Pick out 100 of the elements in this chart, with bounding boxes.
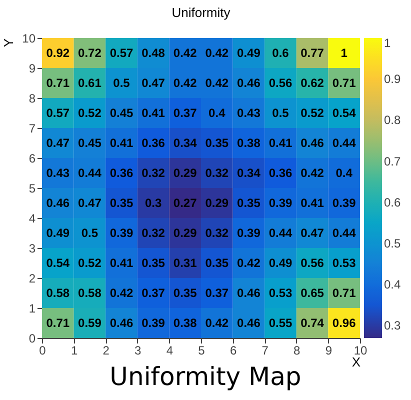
data-label: 0.42 <box>237 256 261 270</box>
data-label: 0.46 <box>110 316 134 330</box>
x-tick-label: 4 <box>166 344 174 358</box>
color-bar-label: 0.5 <box>384 236 402 250</box>
data-label: 0.53 <box>332 256 356 270</box>
data-label: 0.47 <box>78 196 102 210</box>
data-label: 0.44 <box>332 136 356 150</box>
color-bar-label: 0.3 <box>384 318 402 333</box>
data-label: 0.44 <box>332 226 356 240</box>
x-tick-label: 10 <box>354 344 368 358</box>
data-label: 0.29 <box>173 226 198 240</box>
data-label: 0.71 <box>46 76 70 90</box>
data-label: 0.39 <box>110 226 134 240</box>
data-label: 0.35 <box>110 196 134 210</box>
data-label: 0.45 <box>78 136 102 150</box>
data-label: 0.44 <box>268 226 292 240</box>
data-label: 0.3 <box>144 196 162 210</box>
color-bar-label: 0.4 <box>384 278 402 292</box>
color-bar-label: 1 <box>384 36 391 50</box>
data-label: 0.35 <box>205 136 229 150</box>
data-label: 0.59 <box>78 316 102 330</box>
data-label: 0.37 <box>173 106 198 120</box>
data-label: 0.77 <box>300 46 324 60</box>
data-label: 0.52 <box>78 106 102 120</box>
data-label: 0.45 <box>110 106 134 120</box>
data-label: 0.57 <box>46 106 70 120</box>
text: Uniformity Map <box>110 362 302 391</box>
data-label: 0.46 <box>237 76 261 90</box>
data-label: 0.39 <box>332 196 356 210</box>
data-label: 0.4 <box>336 166 353 180</box>
data-label: 0.32 <box>205 226 229 240</box>
data-label: 0.37 <box>205 286 229 300</box>
data-label: 0.61 <box>78 76 102 90</box>
data-label: 0.35 <box>237 196 261 210</box>
x-tick-label: 0 <box>39 344 46 358</box>
data-label: 0.43 <box>237 106 261 120</box>
data-label: 0.29 <box>205 196 229 210</box>
data-label: 0.29 <box>173 166 198 180</box>
data-label: 0.52 <box>78 256 102 270</box>
x-tick-label: 5 <box>198 344 206 358</box>
x-tick-label: 3 <box>134 344 142 358</box>
y-tick-label: 10 <box>22 32 36 46</box>
data-label: 0.42 <box>173 46 198 60</box>
data-label: 0.72 <box>78 46 102 60</box>
data-label: 0.49 <box>46 226 70 240</box>
y-tick-label: 7 <box>28 122 36 136</box>
data-label: 0.39 <box>142 316 166 330</box>
data-label: 0.5 <box>81 226 98 240</box>
data-label: 0.42 <box>205 46 229 60</box>
data-label: 0.37 <box>142 286 166 300</box>
data-label: 0.39 <box>237 226 261 240</box>
data-label: 0.38 <box>237 136 261 150</box>
y-tick-label: 8 <box>28 92 36 106</box>
data-label: 0.32 <box>205 166 229 180</box>
data-label: 0.39 <box>268 196 292 210</box>
data-label: 0.54 <box>332 106 356 120</box>
y-tick-label: 0 <box>28 332 36 346</box>
data-label: 0.92 <box>46 46 70 60</box>
data-label: 0.38 <box>173 316 198 330</box>
x-tick-label: 1 <box>70 344 78 358</box>
data-label: 0.41 <box>110 256 134 270</box>
data-label: 0.44 <box>78 166 102 180</box>
data-label: 0.4 <box>208 106 226 120</box>
data-label: 0.36 <box>142 136 166 150</box>
color-bar-label: 0.6 <box>384 195 402 210</box>
data-label: 0.96 <box>332 316 356 330</box>
data-label: 0.54 <box>46 256 70 270</box>
y-tick-label: 5 <box>28 182 36 196</box>
data-label: 0.49 <box>237 46 261 60</box>
data-label: 0.42 <box>205 76 229 90</box>
data-label: 0.32 <box>142 226 166 240</box>
x-tick-label: 9 <box>325 344 332 358</box>
data-label: 0.41 <box>142 106 166 120</box>
y-tick-label: 4 <box>28 212 36 226</box>
x-axis-title: X <box>352 354 361 370</box>
data-label: 0.65 <box>300 286 324 300</box>
data-label: 0.49 <box>268 256 292 270</box>
data-label: 0.71 <box>332 286 356 300</box>
data-label: 0.52 <box>300 106 324 120</box>
data-label: 0.55 <box>268 316 292 330</box>
data-label: 0.6 <box>272 46 290 60</box>
data-label: 0.62 <box>300 76 324 90</box>
data-label: 0.53 <box>268 286 292 300</box>
data-label: 0.42 <box>205 316 229 330</box>
data-label: 1 <box>340 46 348 60</box>
x-tick-label: 8 <box>294 344 301 358</box>
data-label: 0.74 <box>300 316 324 330</box>
data-label: 0.71 <box>332 76 356 90</box>
data-label: 0.32 <box>142 166 166 180</box>
x-tick-label: 6 <box>230 344 237 358</box>
data-label: 0.34 <box>173 136 198 150</box>
data-label: 0.56 <box>268 76 292 90</box>
data-label: 0.46 <box>237 316 261 330</box>
data-label: 0.47 <box>300 226 324 240</box>
data-label: 0.35 <box>173 286 198 300</box>
color-bar-label: 0.7 <box>384 154 402 168</box>
data-label: 0.41 <box>110 136 134 150</box>
y-tick-label: 1 <box>28 302 36 316</box>
data-label: 0.57 <box>110 46 134 60</box>
y-tick-label: 9 <box>28 62 36 76</box>
